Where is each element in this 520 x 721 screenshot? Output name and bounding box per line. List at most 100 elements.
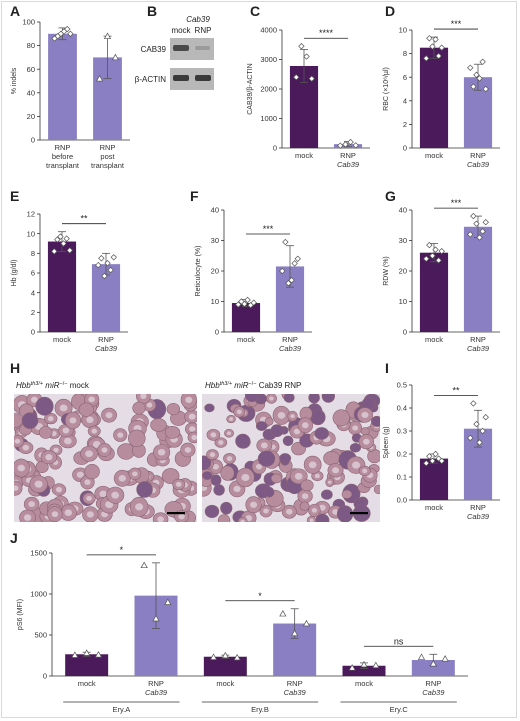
data-point — [238, 298, 245, 305]
panel-label-c: C — [250, 3, 260, 19]
data-point — [233, 653, 241, 661]
y-tick-label: 8 — [31, 249, 35, 258]
significance-label: **** — [319, 28, 334, 38]
caption-right-sup2: −/− — [249, 381, 257, 387]
data-point — [235, 301, 242, 308]
cell-pallor — [332, 467, 339, 474]
data-point — [470, 212, 477, 220]
data-point — [57, 233, 64, 240]
cell-pallor — [117, 432, 124, 438]
cell-pallor — [105, 500, 114, 509]
data-point — [426, 453, 433, 460]
data-point — [60, 240, 67, 247]
y-axis-label: Spleen (g) — [383, 426, 390, 458]
cell-pallor — [105, 412, 113, 419]
red-cell — [360, 427, 370, 436]
red-cell — [349, 442, 362, 453]
data-point — [94, 650, 103, 658]
panel-label-g: G — [385, 188, 396, 204]
panel-label-f: F — [190, 188, 199, 204]
y-tick-label: 2 — [31, 308, 35, 317]
micrograph-cells — [202, 394, 380, 522]
red-cell — [235, 433, 251, 449]
cell-pallor — [269, 396, 274, 401]
red-cell — [128, 429, 146, 448]
y-tick-label: 1000 — [260, 114, 277, 123]
cell-pallor — [140, 394, 147, 399]
cell-pallor — [293, 428, 301, 435]
y-tick-label: 10 — [399, 297, 407, 306]
caption-right-gene1: Hbb — [205, 381, 220, 390]
y-tick-label: 40 — [211, 206, 219, 215]
data-point — [482, 219, 489, 226]
cell-pallor — [101, 447, 108, 453]
data-point — [291, 260, 298, 267]
blot-band-cab39-rnp — [195, 46, 210, 50]
cell-pallor — [255, 463, 263, 470]
data-point — [221, 651, 229, 659]
cell-pallor — [327, 480, 332, 484]
significance-label: ** — [452, 385, 460, 395]
cell-pallor — [88, 396, 95, 403]
data-point — [435, 52, 442, 60]
cell-pallor — [226, 456, 233, 462]
red-cell — [161, 468, 180, 484]
cell-pallor — [241, 473, 250, 482]
western-blot: Cab39 mock RNP CAB39 β-ACTIN — [135, 15, 214, 90]
category-label: RNP — [287, 679, 303, 688]
y-tick-label: 0 — [31, 328, 35, 337]
data-point — [342, 141, 349, 148]
data-point — [164, 598, 172, 605]
cell-pallor — [51, 431, 57, 437]
blot-gene-label: Cab39 — [186, 15, 210, 24]
data-point — [101, 272, 108, 280]
y-tick-label: 0 — [403, 144, 407, 153]
cell-pallor — [311, 508, 318, 513]
red-cell — [237, 516, 248, 522]
category-label: mock — [216, 679, 234, 688]
red-cell — [282, 435, 294, 447]
red-cell — [38, 426, 53, 439]
panel-label-i: I — [385, 360, 389, 376]
data-point — [348, 664, 356, 671]
blot-band-actin-mock — [173, 75, 189, 81]
data-point — [352, 142, 359, 149]
red-cell — [257, 450, 276, 467]
category-label: mock — [425, 151, 443, 160]
category-label: RNP — [100, 143, 116, 152]
category-label: transplant — [46, 161, 80, 170]
red-cell — [204, 403, 215, 413]
data-point — [473, 420, 480, 428]
y-axis-label: % indels — [11, 67, 18, 94]
cell-pallor — [191, 434, 197, 440]
blot-row-cab39: CAB39 — [141, 45, 167, 54]
data-point — [347, 138, 354, 146]
red-cell — [310, 409, 326, 426]
data-point — [438, 457, 445, 465]
category-label: RNP — [148, 679, 164, 688]
significance-label: * — [120, 545, 124, 555]
y-tick-label: 0.3 — [397, 427, 407, 436]
data-point — [423, 460, 430, 467]
cell-pallor — [14, 438, 21, 444]
cell-pallor — [135, 503, 144, 511]
bar — [419, 458, 449, 500]
category-label: mock — [295, 151, 313, 160]
y-tick-label: 0.1 — [397, 473, 407, 482]
bar — [419, 252, 449, 332]
red-cell — [220, 501, 233, 515]
data-point — [432, 246, 439, 253]
red-cell — [321, 489, 333, 500]
category-label: before — [52, 152, 73, 161]
data-point — [372, 661, 380, 669]
caption-right-gene2: miR — [232, 381, 249, 390]
caption-left-gene2: miR — [43, 381, 60, 390]
data-point — [209, 653, 218, 660]
cell-pallor — [188, 413, 196, 420]
y-axis-label: CAB39/β-ACTIN — [247, 63, 254, 114]
cell-pallor — [157, 448, 166, 456]
cell-pallor — [189, 426, 196, 432]
cell-pallor — [240, 519, 245, 522]
data-point — [241, 300, 248, 308]
